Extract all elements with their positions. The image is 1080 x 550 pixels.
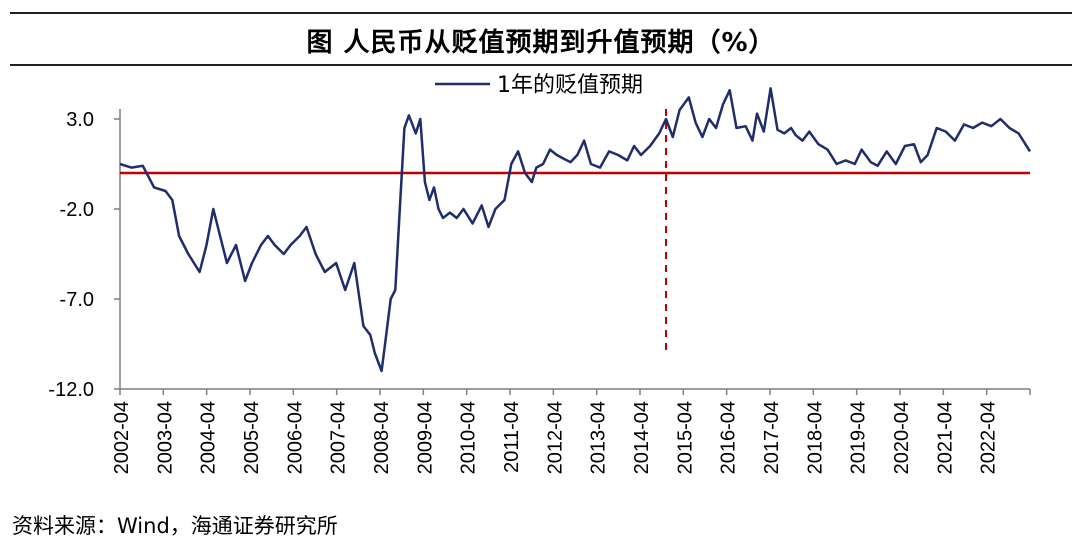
y-tick-label: -12.0 xyxy=(48,379,94,401)
y-tick-label: 3.0 xyxy=(66,109,94,131)
title-bar: 图 人民币从贬值预期到升值预期（%） xyxy=(10,12,1072,66)
x-tick-label: 2010-04 xyxy=(458,401,480,474)
x-tick-label: 2006-04 xyxy=(284,401,306,474)
series-line xyxy=(119,87,1032,373)
x-tick-label: 2022-04 xyxy=(978,401,1000,474)
x-tick-label: 2009-04 xyxy=(414,401,436,474)
x-tick-label: 2020-04 xyxy=(891,401,913,474)
legend-label: 1年的贬值预期 xyxy=(497,73,643,98)
x-tick-label: 2016-04 xyxy=(718,401,740,474)
x-tick-label: 2012-04 xyxy=(544,401,566,474)
x-tick-label: 2021-04 xyxy=(934,401,956,474)
x-tick-label: 2005-04 xyxy=(241,401,263,474)
chart-title: 图 人民币从贬值预期到升值预期（%） xyxy=(306,28,776,58)
x-tick-label: 2018-04 xyxy=(804,401,826,474)
x-tick-label: 2007-04 xyxy=(328,401,350,474)
x-tick-label: 2017-04 xyxy=(761,401,783,474)
x-tick-label: 2002-04 xyxy=(111,401,133,474)
x-tick-label: 2003-04 xyxy=(154,401,176,474)
x-tick-label: 2014-04 xyxy=(631,401,653,474)
x-tick-label: 2015-04 xyxy=(674,401,696,474)
line-chart: 3.0 -2.0 -7.0 -12.0 2002-04 2003-04 2004-04 200… xyxy=(48,73,1032,474)
x-tick-label: 2008-04 xyxy=(371,401,393,474)
x-tick-label: 2004-04 xyxy=(198,401,220,474)
y-tick-label: -2.0 xyxy=(60,199,94,221)
x-tick-label: 2013-04 xyxy=(588,401,610,474)
y-tick-label: -7.0 xyxy=(60,289,94,311)
x-tick-label: 2011-04 xyxy=(501,401,523,473)
x-tick-label: 2019-04 xyxy=(848,401,870,474)
source-note: 资料来源：Wind，海通证券研究所 xyxy=(12,514,338,538)
